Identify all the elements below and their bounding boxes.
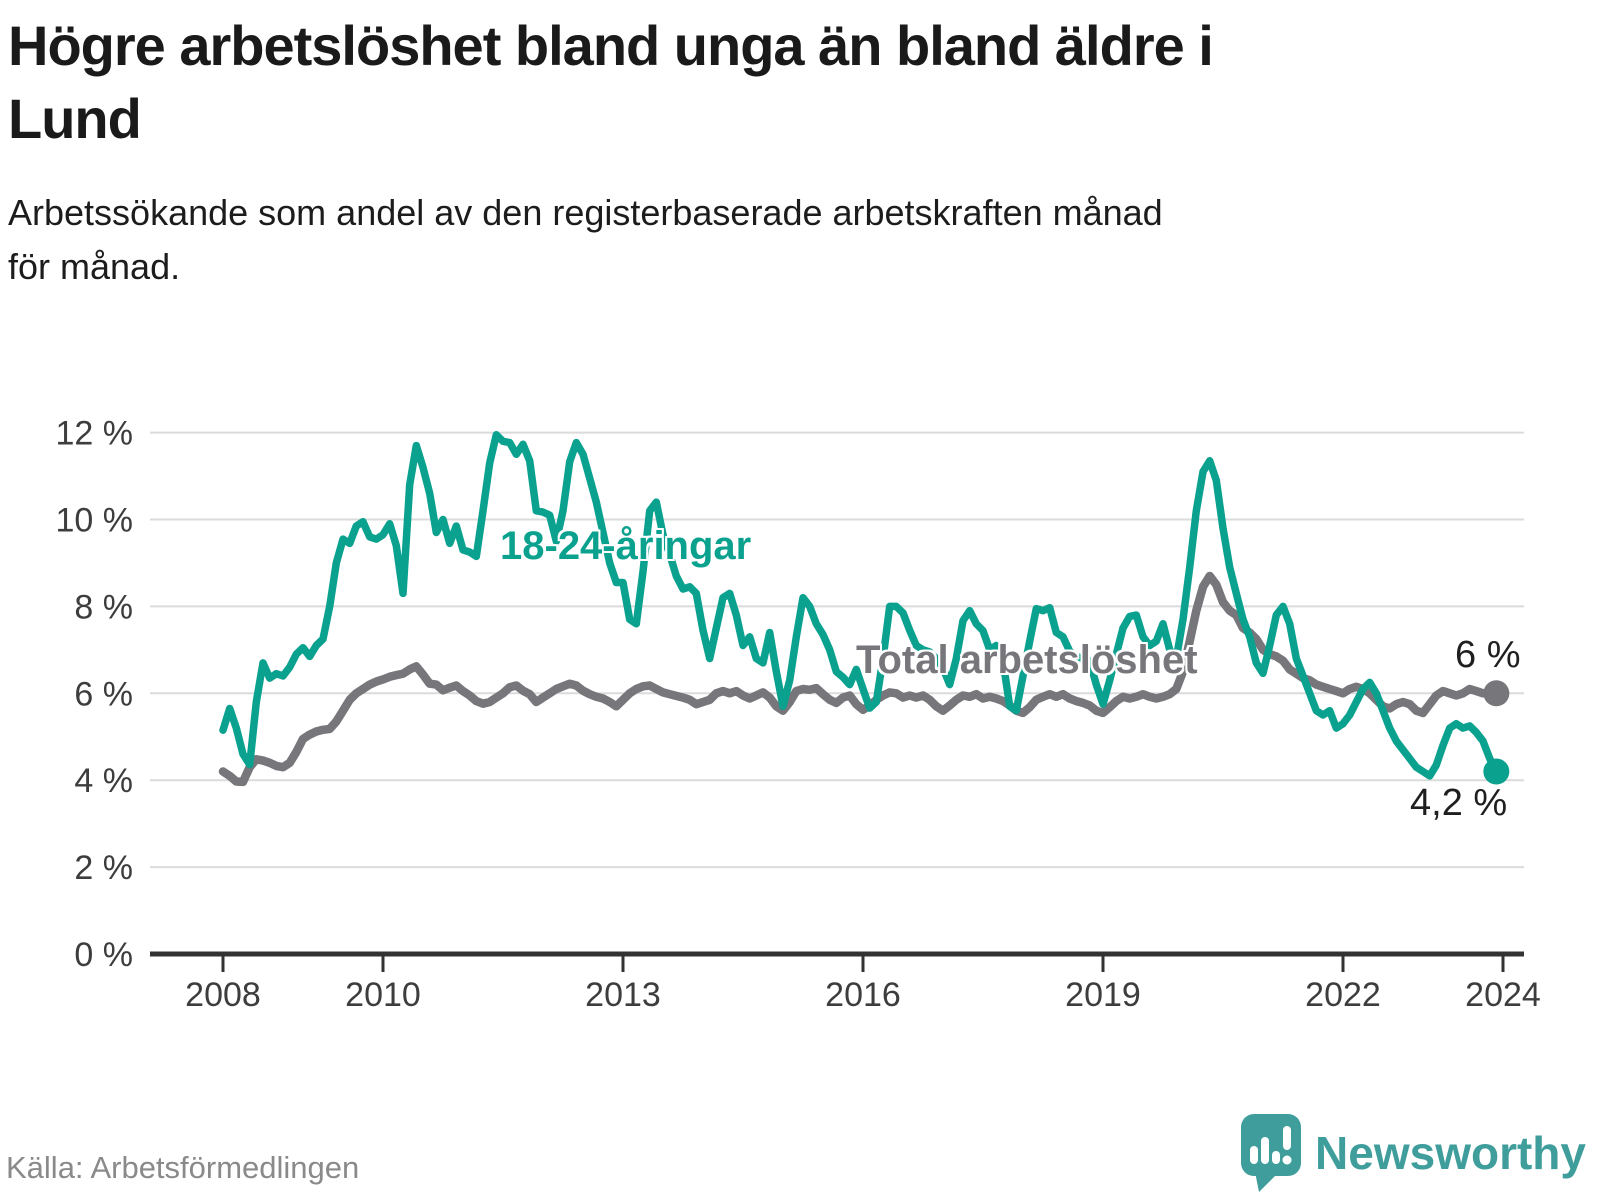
y-tick-label: 12 % — [56, 415, 134, 453]
y-tick-label: 4 % — [74, 762, 133, 800]
y-tick-label: 6 % — [74, 675, 133, 713]
young-end-value-label: 4,2 % — [1410, 782, 1508, 824]
total-series-label: Total arbetslöshet — [856, 638, 1198, 682]
series-end-dot-18-24-åringar — [1483, 758, 1510, 785]
chart-subtitle: Arbetssökande som andel av den registerb… — [8, 186, 1568, 294]
title-line-1: Högre arbetslöshet bland unga än bland ä… — [8, 14, 1214, 77]
subtitle-line-1: Arbetssökande som andel av den registerb… — [8, 191, 1163, 233]
chart-header: Högre arbetslöshet bland unga än bland ä… — [8, 10, 1568, 294]
series-end-dot-Total arbetslöshet — [1483, 680, 1510, 707]
x-tick-label: 2013 — [585, 976, 661, 1014]
x-tick-label: 2022 — [1305, 976, 1381, 1014]
y-tick-label: 0 % — [74, 936, 133, 974]
series-line-18-24-åringar — [219, 431, 1501, 780]
young-series-label: 18-24-åringar — [500, 524, 752, 568]
y-tick-label: 8 % — [74, 588, 133, 626]
page-title: Högre arbetslöshet bland unga än bland ä… — [8, 10, 1568, 156]
x-tick-label: 2024 — [1465, 976, 1541, 1014]
x-tick-label: 2019 — [1065, 976, 1141, 1014]
x-tick-label: 2016 — [825, 976, 901, 1014]
brand-name: Newsworthy — [1315, 1127, 1586, 1179]
newsworthy-brand: Newsworthy — [1239, 1112, 1586, 1194]
y-tick-label: 2 % — [74, 849, 133, 887]
source-note: Källa: Arbetsförmedlingen — [6, 1150, 360, 1185]
series-line-Total arbetslöshet — [218, 571, 1501, 787]
subtitle-line-2: för månad. — [8, 245, 181, 287]
newsworthy-logo-icon — [1241, 1114, 1302, 1192]
y-tick-label: 10 % — [56, 502, 134, 540]
total-end-value-label: 6 % — [1455, 634, 1521, 676]
x-tick-label: 2010 — [345, 976, 421, 1014]
x-tick-label: 2008 — [185, 976, 261, 1014]
title-line-2: Lund — [8, 86, 142, 150]
